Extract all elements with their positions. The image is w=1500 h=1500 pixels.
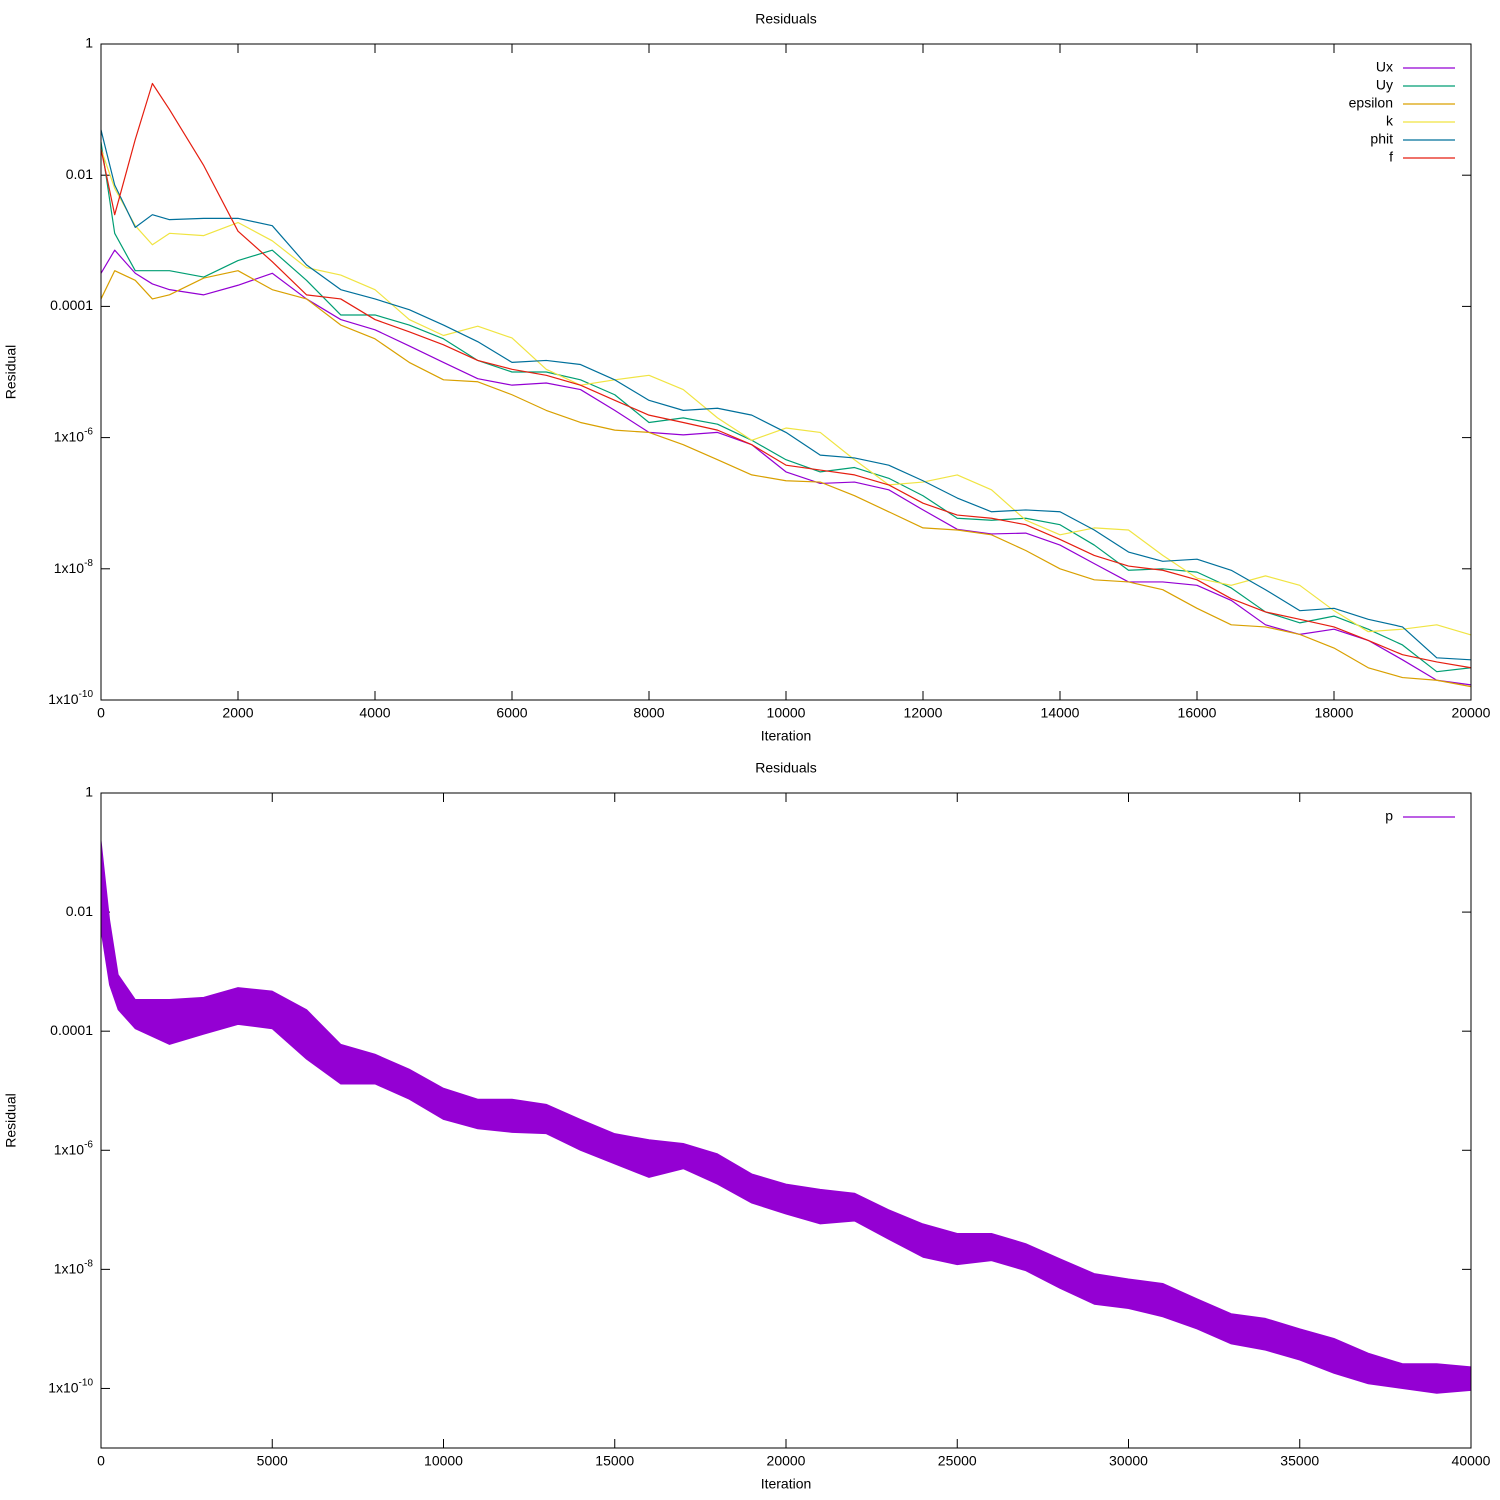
legend-label: f — [1389, 149, 1393, 165]
y-tick-label: 1x10-8 — [54, 1258, 94, 1276]
x-tick-label: 40000 — [1452, 1453, 1491, 1469]
x-tick-label: 14000 — [1041, 705, 1080, 721]
x-tick-label: 10000 — [424, 1453, 463, 1469]
x-tick-label: 4000 — [359, 705, 390, 721]
y-axis-label: Residual — [3, 345, 19, 399]
x-tick-label: 15000 — [595, 1453, 634, 1469]
x-tick-label: 2000 — [222, 705, 253, 721]
x-tick-label: 12000 — [904, 705, 943, 721]
chart-title: Residuals — [755, 760, 816, 776]
chart-title: Residuals — [755, 11, 816, 27]
x-tick-label: 30000 — [1109, 1453, 1148, 1469]
x-tick-label: 25000 — [938, 1453, 977, 1469]
legend-label: epsilon — [1349, 95, 1393, 111]
y-tick-label: 1x10-6 — [54, 426, 94, 444]
legend-label: Ux — [1376, 59, 1393, 75]
legend-label: Uy — [1376, 77, 1393, 93]
x-tick-label: 0 — [97, 705, 105, 721]
plot-frame — [100, 43, 1472, 701]
x-tick-label: 16000 — [1178, 705, 1217, 721]
series-line — [100, 82, 1472, 669]
x-tick-label: 0 — [97, 1453, 105, 1469]
x-tick-label: 10000 — [767, 705, 806, 721]
x-tick-label: 20000 — [1452, 705, 1491, 721]
x-tick-label: 35000 — [1280, 1453, 1319, 1469]
y-tick-label: 1 — [85, 784, 93, 800]
y-tick-label: 0.0001 — [50, 1022, 93, 1038]
y-tick-label: 1x10-8 — [54, 557, 94, 575]
y-tick-label: 1x10-6 — [54, 1139, 94, 1157]
x-axis-label: Iteration — [761, 1476, 812, 1492]
series-line — [100, 270, 1472, 688]
x-tick-label: 5000 — [257, 1453, 288, 1469]
y-tick-label: 1x10-10 — [48, 689, 93, 707]
y-tick-label: 0.01 — [66, 166, 93, 182]
series-line — [100, 129, 1472, 661]
series-line — [100, 148, 1472, 636]
y-tick-label: 0.0001 — [50, 297, 93, 313]
y-tick-label: 1 — [85, 35, 93, 51]
x-tick-label: 8000 — [633, 705, 664, 721]
y-tick-label: 1x10-10 — [48, 1377, 93, 1395]
y-tick-label: 0.01 — [66, 903, 93, 919]
legend-label: k — [1386, 113, 1394, 129]
legend-label: phit — [1370, 131, 1393, 147]
legend-label: p — [1385, 808, 1393, 824]
x-tick-label: 6000 — [496, 705, 527, 721]
plot-frame — [100, 792, 1472, 1449]
x-tick-label: 18000 — [1315, 705, 1354, 721]
x-axis-label: Iteration — [761, 728, 812, 744]
y-axis-label: Residual — [3, 1093, 19, 1147]
x-tick-label: 20000 — [767, 1453, 806, 1469]
